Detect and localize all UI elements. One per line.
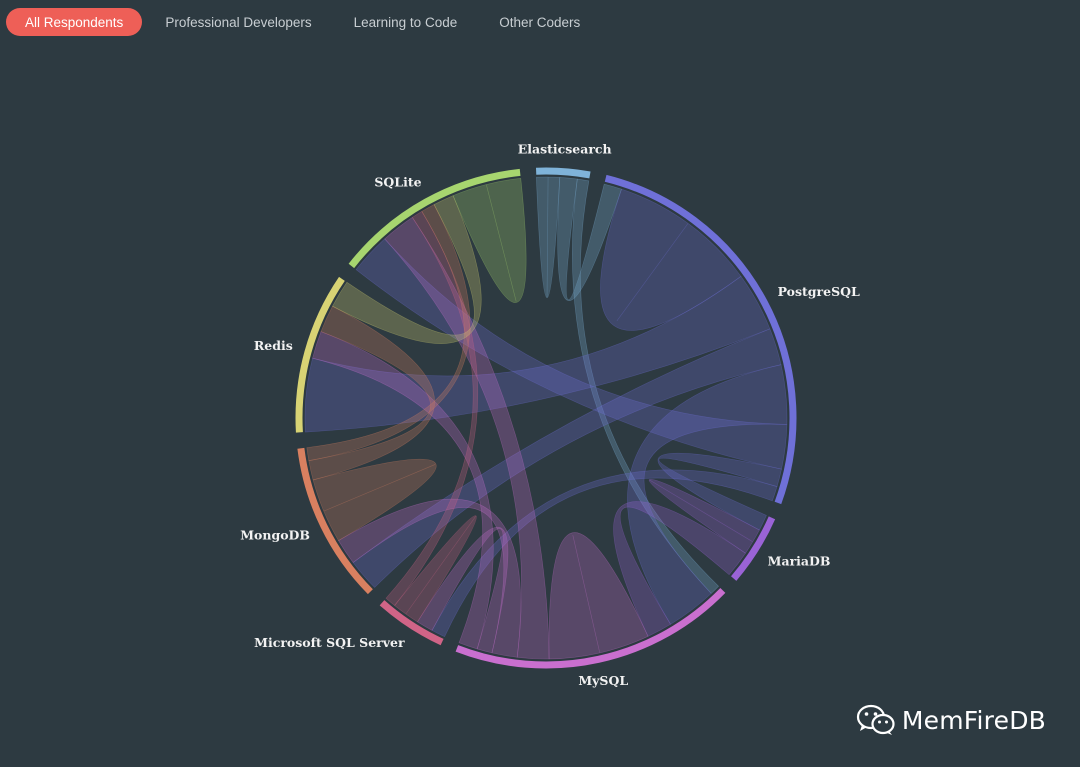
- ribbon-mysql-mysql[interactable]: [548, 532, 649, 660]
- ribbon-postgresql-microsoft-sql-server[interactable]: [431, 469, 778, 638]
- ribbon-mongodb-mongodb[interactable]: [312, 458, 437, 541]
- label-sqlite: SQLite: [374, 175, 421, 190]
- ribbon-elasticsearch-elasticsearch[interactable]: [536, 176, 561, 298]
- chord-labels: Elasticsearch PostgreSQL MariaDB MySQL Micro…: [240, 142, 860, 688]
- ribbon-postgresql-sqlite[interactable]: [355, 238, 788, 470]
- arc-elasticsearch[interactable]: [535, 167, 591, 179]
- ribbon-postgresql-mongodb[interactable]: [352, 328, 782, 588]
- wechat-icon: [856, 704, 895, 735]
- arc-redis[interactable]: [295, 276, 345, 433]
- ribbon-mariadb-mariadb[interactable]: [648, 479, 760, 554]
- tab-all-respondents[interactable]: All Respondents: [6, 8, 143, 36]
- ribbon-mongodb-sqlite[interactable]: [306, 204, 471, 462]
- arc-mariadb[interactable]: [731, 516, 776, 581]
- ribbon-mysql-redis[interactable]: [312, 331, 494, 650]
- ribbon-microsoft-sql-server-sqlite[interactable]: [385, 211, 479, 606]
- ribbon-mongodb-redis[interactable]: [308, 305, 435, 481]
- ribbon-sqlite-sqlite[interactable]: [452, 178, 527, 303]
- label-mysql: MySQL: [578, 673, 628, 688]
- arc-mysql[interactable]: [455, 587, 726, 669]
- ribbon-postgresql-postgresql[interactable]: [600, 188, 742, 331]
- arc-sqlite[interactable]: [348, 168, 521, 269]
- tab-professional-developers[interactable]: Professional Developers: [165, 14, 312, 30]
- watermark-text: MemFireDB: [901, 705, 1046, 735]
- tab-learning-to-code[interactable]: Learning to Code: [353, 14, 458, 30]
- ribbon-redis-sqlite[interactable]: [332, 195, 482, 344]
- ribbon-postgresql-redis[interactable]: [304, 275, 771, 433]
- ribbon-postgresql-mysql[interactable]: [627, 364, 788, 625]
- ribbon-mariadb-mysql[interactable]: [613, 501, 746, 637]
- label-redis: Redis: [254, 338, 293, 353]
- arc-mongodb[interactable]: [297, 447, 373, 595]
- arc-postgresql[interactable]: [604, 174, 797, 505]
- chord-arcs: [295, 167, 797, 669]
- label-mariadb: MariaDB: [768, 553, 831, 568]
- ribbon-mysql-mongodb[interactable]: [338, 498, 521, 658]
- ribbon-postgresql-mariadb[interactable]: [657, 452, 782, 531]
- ribbon-mysql-microsoft-sql-server[interactable]: [417, 526, 509, 654]
- label-elasticsearch: Elasticsearch: [518, 142, 612, 157]
- arc-microsoft-sql-server[interactable]: [379, 600, 444, 646]
- watermark: MemFireDB: [856, 703, 1046, 737]
- ribbon-microsoft-sql-server-microsoft-sql-server[interactable]: [394, 515, 477, 623]
- respondent-filter-tabs: All Respondents Professional Developers …: [6, 8, 603, 36]
- ribbon-elasticsearch-mysql[interactable]: [572, 178, 719, 594]
- chord-ribbons: [304, 176, 788, 660]
- ribbon-mysql-sqlite[interactable]: [384, 217, 550, 660]
- tab-other-coders[interactable]: Other Coders: [499, 14, 581, 30]
- label-microsoft-sql-server: Microsoft SQL Server: [254, 635, 405, 650]
- ribbon-elasticsearch-postgresql[interactable]: [557, 177, 622, 301]
- label-mongodb: MongoDB: [240, 527, 310, 542]
- label-postgresql: PostgreSQL: [778, 284, 860, 299]
